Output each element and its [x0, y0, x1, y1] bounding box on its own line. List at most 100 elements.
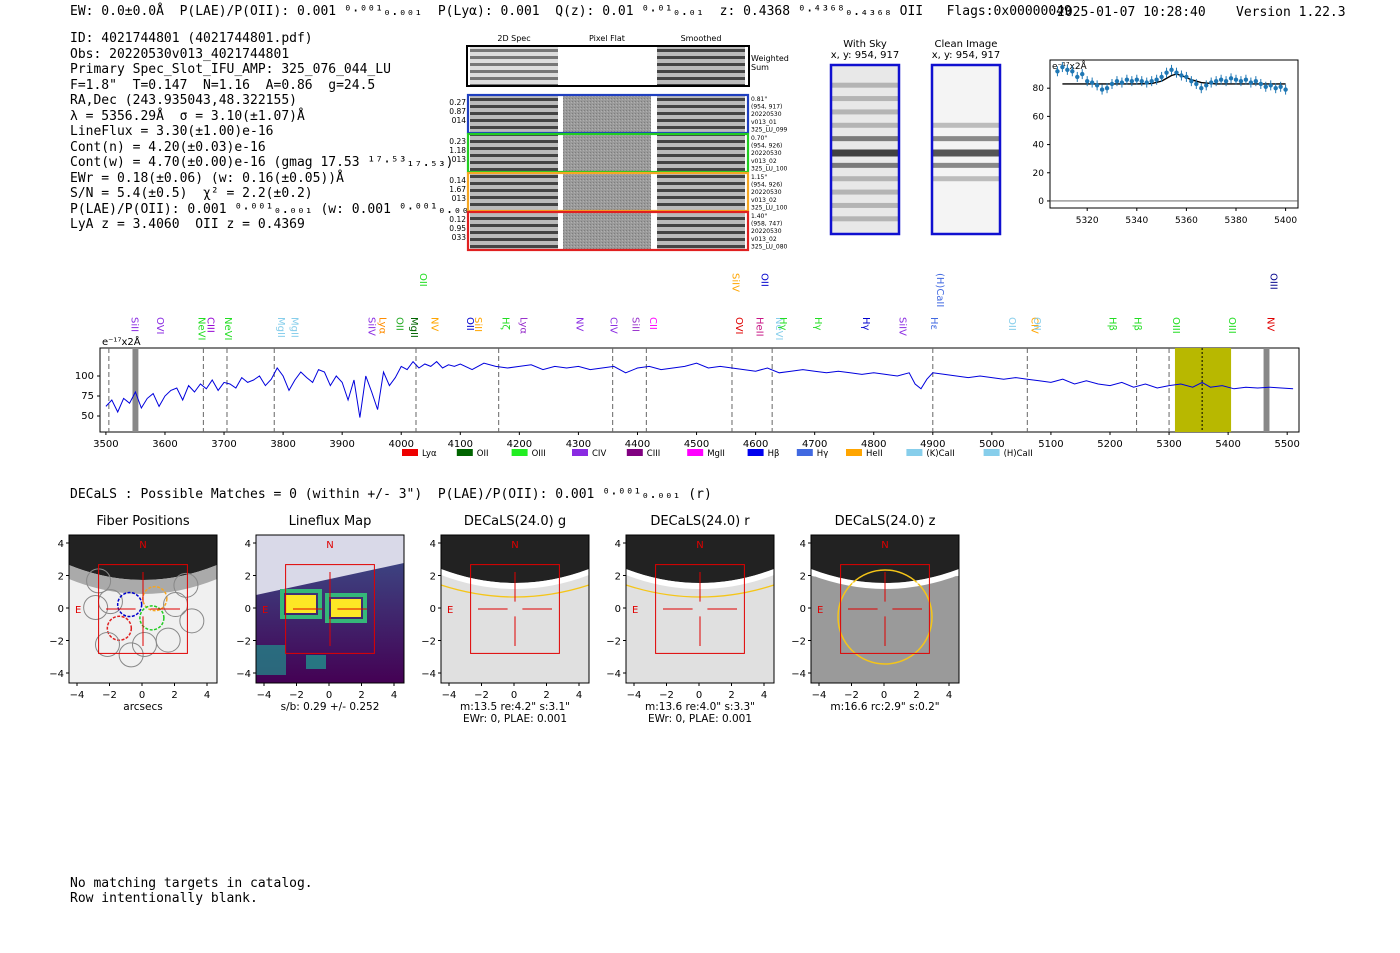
legend-label: MgII	[707, 449, 725, 459]
cutout-left-label: 0.12	[449, 215, 466, 224]
spectrum-line-label: Hγ	[860, 317, 871, 331]
search-box	[285, 564, 375, 654]
fiber-circle	[139, 605, 165, 631]
zoom-point	[1278, 84, 1283, 89]
legend-label: Hγ	[817, 449, 828, 459]
east-label: E	[262, 605, 268, 616]
panel-xtick-label: 4	[761, 690, 767, 701]
cutout-right-label: 325_LU_080	[751, 243, 788, 250]
cutout-left-label: 0.87	[449, 107, 466, 116]
spectrum-xtick-label: 3600	[152, 439, 177, 450]
zoom-point	[1218, 77, 1224, 82]
zoom-point	[1243, 77, 1249, 82]
panel-subtitle: s/b: 0.29 +/- 0.252	[281, 701, 380, 713]
panel-dark-region	[441, 535, 589, 583]
search-box	[470, 564, 560, 654]
spectrum-mask	[132, 348, 139, 432]
spectrum-xtick-label: 5500	[1274, 439, 1299, 450]
cutout-flat	[563, 95, 651, 133]
panel-ytick-label: −4	[49, 669, 64, 680]
cutout-left-label: 0.27	[449, 98, 466, 107]
spectrum-line-label: SiII	[472, 317, 483, 332]
panel-dark-region	[69, 535, 217, 580]
east-label: E	[75, 605, 81, 616]
spectrum-xtick-label: 4400	[625, 439, 650, 450]
spectrum-line-label: NeVI	[773, 317, 784, 340]
spectrum-axes	[99, 347, 1300, 433]
panel-frame	[255, 534, 405, 684]
zoom-point	[1099, 87, 1105, 92]
info-block: ID: 4021744801 (4021744801.pdf) Obs: 2022…	[70, 31, 485, 233]
panel-ytick-label: 0	[58, 604, 64, 615]
panel-edge-region	[441, 569, 589, 589]
panel-xtick-label: 2	[358, 690, 364, 701]
cutout-col-label: Smoothed	[681, 34, 722, 43]
cutout-right-label: 20220530	[751, 111, 782, 118]
spectrum-line-label: OII	[464, 317, 475, 331]
panel-ytick-label: 4	[430, 539, 436, 550]
panel-ytick-label: −4	[791, 669, 806, 680]
panel-xtick-label: 0	[139, 690, 145, 701]
panel-title: DECaLS(24.0) z	[835, 514, 936, 529]
cutout-left-label: 013	[452, 155, 467, 164]
header-version: Version 1.22.3	[1236, 5, 1346, 20]
footer-line-1: No matching targets in catalog.	[70, 876, 313, 891]
cutout-right-label: v013_01	[751, 119, 777, 126]
spectrum-ytick-label: 100	[75, 371, 94, 382]
spectrum-line-label: (H)CaII	[934, 273, 945, 307]
zoom-point	[1104, 85, 1110, 91]
spectrum-line-label: OII	[1006, 317, 1017, 331]
spectrum-ytick-label: 50	[81, 411, 94, 422]
spectrum-line-label: Lyα	[377, 317, 388, 335]
panel-ytick-label: 2	[800, 572, 806, 583]
cutout-right-label: 325_LU_100	[751, 204, 788, 211]
info-line: EWr = 0.18(±0.06) (w: 0.16(±0.05))Å	[70, 170, 344, 186]
spectrum-line-label: OII	[393, 317, 404, 331]
spectrum-line-label: CIV	[608, 317, 619, 334]
spectrum-line-label: CIV	[1028, 317, 1039, 334]
panel-dark-region	[811, 535, 959, 583]
sky-band	[933, 162, 999, 168]
cutout-right-label: 20220530	[751, 189, 782, 196]
spectrum-xtick-label: 3900	[329, 439, 354, 450]
zoom-point	[1204, 83, 1209, 88]
spectrum-xtick-label: 3700	[211, 439, 236, 450]
panel-title: Lineflux Map	[289, 514, 372, 529]
spectrum-line-label: MgII	[289, 317, 300, 338]
north-label: N	[139, 540, 146, 551]
weighted-label: Sum	[751, 63, 769, 72]
zoom-point	[1273, 85, 1278, 91]
cutout-left-label: 013	[452, 194, 467, 203]
spectrum-xtick-label: 4100	[448, 439, 473, 450]
weighted-smoothed	[657, 47, 745, 85]
lineflux-blob	[306, 655, 326, 669]
cutout-smoothed	[657, 212, 745, 250]
sky-band	[832, 82, 898, 88]
panel-ytick-label: 4	[58, 539, 64, 550]
decals-panel: Lineflux Map N E 4 2 0 −2 −4 −4 −2 0 2 4 s/b: 0.29 +/…	[236, 514, 405, 713]
panel-xtick-label: −2	[474, 690, 489, 701]
legend-swatch	[511, 449, 528, 456]
cutout-col-label: Pixel Flat	[589, 34, 625, 43]
panel-title: DECaLS(24.0) r	[650, 514, 750, 529]
panel-xtick-label: 2	[543, 690, 549, 701]
cutout-left-label: 0.23	[449, 137, 466, 146]
sky-band	[933, 122, 999, 128]
spectrum-xtick-label: 5400	[1215, 439, 1240, 450]
zoom-point	[1080, 71, 1085, 77]
full-spectrum: SiII OVI NeVI CIII NeVI MgII MgII SiIV Lyα OII MgI…	[60, 255, 1320, 465]
panel-dark-region	[626, 535, 774, 583]
cutout-right-label: 0.81"	[751, 96, 767, 103]
info-line: λ = 5356.29Å σ = 3.10(±1.07)Å	[70, 108, 305, 124]
cutout-flat	[563, 212, 651, 250]
sky-band	[832, 189, 898, 195]
zoom-point	[1159, 74, 1164, 80]
sky-images: With Sky x, y: 954, 917 Clean Image x, y…	[820, 36, 1020, 241]
zoom-point	[1055, 69, 1060, 74]
zoom-point	[1184, 74, 1189, 80]
info-line: S/N = 5.4(±0.5) χ² = 2.2(±0.2)	[70, 186, 313, 201]
zoom-point	[1139, 78, 1144, 84]
zoom-point	[1194, 81, 1199, 87]
panel-ytick-label: 4	[615, 539, 621, 550]
